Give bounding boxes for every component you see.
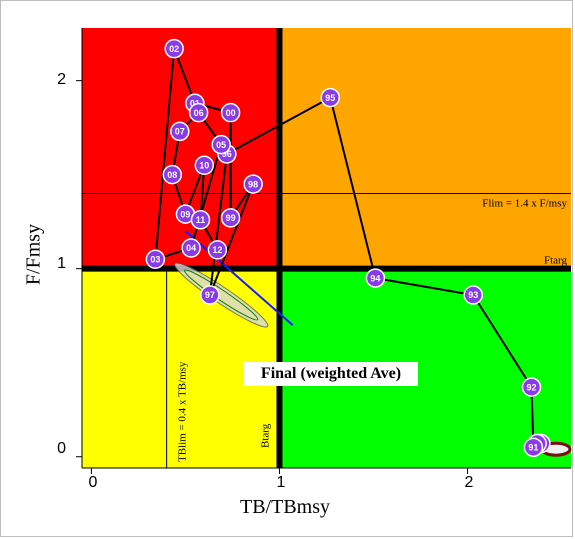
- year-label-93: 93: [468, 290, 478, 300]
- flim-label: Flim = 1.4 x F/msy: [482, 197, 567, 209]
- year-label-06: 06: [194, 108, 204, 118]
- y-axis-label: F/Fmsy: [22, 223, 45, 286]
- x-tick-label-1: 1: [276, 474, 286, 491]
- year-point-92: [521, 377, 542, 397]
- year-point-05: [211, 134, 231, 155]
- ftarg-label: Ftarg: [544, 255, 568, 267]
- year-label-09: 09: [180, 209, 190, 219]
- year-label-97: 97: [205, 290, 215, 300]
- y-tick-label-1: 1: [57, 255, 66, 272]
- year-point-91: [523, 437, 544, 458]
- year-point-99: [220, 208, 241, 228]
- year-label-00: 00: [226, 108, 236, 118]
- year-label-94: 94: [370, 273, 380, 283]
- year-point-07: [170, 121, 190, 142]
- year-label-01: 01: [190, 98, 200, 108]
- year-point-11: [190, 210, 211, 230]
- year-label-11: 11: [196, 215, 206, 225]
- final-weighted-ave-label: Final (weighted Ave): [244, 362, 418, 386]
- year-point-10: [194, 155, 214, 176]
- year-point-97: [200, 285, 220, 305]
- year-label-10: 10: [199, 160, 209, 170]
- year-point-06: [188, 102, 209, 123]
- x-tick-label-2: 2: [464, 474, 474, 491]
- year-label-02: 02: [169, 44, 179, 54]
- year-label-96: 96: [222, 149, 232, 159]
- x-axis-label: TB/TBmsy: [239, 496, 330, 518]
- year-point-03: [145, 249, 166, 270]
- year-label-95: 95: [325, 93, 335, 103]
- x-tick-label-0: 0: [88, 474, 98, 491]
- year-point-00: [220, 102, 241, 123]
- year-point-98: [243, 174, 263, 194]
- trajectory-samples: [184, 230, 294, 326]
- year-point-94: [365, 268, 386, 288]
- year-label-92: 92: [526, 382, 536, 392]
- y-tick-label-0: 0: [57, 440, 66, 457]
- year-label-08: 08: [167, 170, 177, 180]
- year-label-03: 03: [150, 254, 160, 264]
- year-point-12: [207, 240, 228, 260]
- year-label-07: 07: [175, 127, 185, 137]
- y-tick-label-2: 2: [57, 71, 66, 88]
- year-point-08: [162, 164, 183, 185]
- year-point-93: [463, 285, 483, 305]
- year-label-05: 05: [216, 140, 226, 150]
- year-point-95: [320, 87, 341, 108]
- btarg-label: Btarg: [259, 423, 271, 448]
- year-point-04: [181, 238, 201, 258]
- year-label-91: 91: [528, 443, 538, 453]
- tblim-label: TBlim = 0.4 x TB/msy: [177, 361, 189, 462]
- year-label-04: 04: [186, 243, 196, 253]
- year-point-02: [164, 38, 184, 59]
- zone-overfishing: [279, 28, 571, 269]
- year-label-99: 99: [226, 213, 236, 223]
- year-label-98: 98: [248, 179, 258, 189]
- year-label-12: 12: [212, 245, 222, 255]
